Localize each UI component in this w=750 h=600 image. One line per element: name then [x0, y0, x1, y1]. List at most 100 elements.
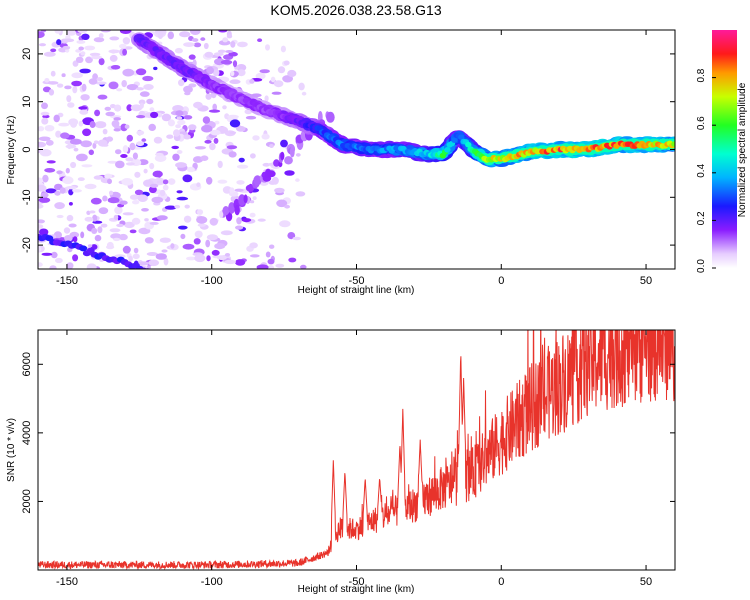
spectrogram-noise-blob: [148, 259, 160, 267]
spectrogram-noise-blob: [284, 204, 290, 209]
spectrogram-noise-blob: [122, 37, 131, 45]
snr-y-axis: 2000 4000 6000: [21, 352, 675, 514]
spectrogram-noise-blob: [204, 139, 212, 144]
spectrogram-noise-blob: [79, 245, 88, 252]
spectrogram-noise-blob: [217, 179, 228, 184]
spectrogram-noise-blob: [183, 42, 195, 47]
spectrogram-noise-blob: [143, 168, 148, 174]
spectrogram-noise-blob: [180, 233, 186, 240]
spectrogram-noise-blob: [47, 81, 59, 85]
colorbar-gradient: [712, 30, 737, 268]
spectrogram-noise-blob: [283, 60, 290, 66]
spectrogram-noise-blob: [82, 128, 92, 137]
spectrogram-noise-blob: [131, 217, 141, 225]
spectrogram-noise-blob: [167, 178, 176, 185]
spectrogram-noise-blob: [264, 95, 269, 102]
spectrogram-xtick-label: -50: [349, 275, 365, 287]
spectrogram-noise-blob: [90, 197, 102, 205]
spectrogram-noise-blob: [257, 218, 266, 222]
spectrogram-noise-blob: [295, 191, 306, 197]
snr-xtick-label: 50: [640, 576, 652, 588]
colorbar-tick-label: 0.6: [696, 116, 707, 130]
spectrogram-noise-blob: [237, 41, 248, 48]
spectrogram-noise-blob: [54, 190, 61, 196]
spectrogram-noise-blob: [107, 197, 120, 204]
spectrogram-noise-blob: [143, 84, 154, 90]
spectrogram-noise-blob: [201, 124, 213, 133]
spectrogram-noise-blob: [109, 54, 118, 62]
colorbar: 0.0 0.2 0.4 0.6 0.8 Normalized spectral ampl…: [696, 30, 748, 273]
spectrogram-noise-blob: [126, 84, 139, 91]
spectrogram-noise-blob: [235, 225, 244, 230]
spectrogram-noise-blob: [93, 175, 104, 180]
spectrogram-noise-blob: [81, 33, 90, 40]
spectrogram-noise-blob: [84, 183, 97, 190]
spectrogram-noise-blob: [280, 139, 288, 148]
spectrogram-noise-blob: [109, 228, 121, 233]
spectrogram-noise-blob: [295, 153, 301, 157]
spectrogram-noise-blob: [86, 247, 95, 254]
spectrogram-noise-blob: [102, 195, 108, 202]
spectrogram-noise-blob: [38, 31, 45, 39]
spectrogram-noise-blob: [116, 223, 124, 228]
spectrogram-noise-blob: [191, 38, 199, 42]
spectrogram-noise-blob: [42, 174, 49, 183]
spectrogram-noise-blob: [38, 262, 43, 267]
spectrogram-noise-blob: [41, 117, 49, 125]
spectrogram-noise-blob: [113, 237, 121, 242]
spectrogram-noise-blob: [138, 261, 150, 266]
spectrogram-noise-blob: [154, 154, 167, 162]
spectrogram-noise-blob: [38, 177, 43, 184]
spectrogram-noise-blob: [146, 252, 158, 256]
spectrogram-noise-blob: [42, 114, 50, 119]
spectrogram-noise-blob: [56, 39, 62, 46]
spectrogram-noise-blob: [136, 141, 145, 147]
spectrogram-noise-blob: [124, 124, 130, 129]
spectrogram-noise-blob: [56, 83, 64, 88]
spectrogram-noise-blob: [104, 173, 113, 179]
spectrogram-noise-blob: [155, 152, 164, 157]
spectrogram-noise-blob: [121, 80, 127, 88]
spectrogram-noise-blob: [152, 170, 163, 178]
spectrogram-noise-blob: [173, 129, 180, 137]
spectrogram-noise-blob: [97, 94, 108, 100]
colorbar-tick-label: 0.8: [696, 68, 707, 82]
spectrogram-noise-blob: [88, 78, 98, 85]
spectrogram-noise-blob: [256, 264, 269, 269]
spectrogram-noise-blob: [78, 106, 88, 110]
colorbar-tick-label: 0.4: [696, 163, 707, 177]
spectrogram-noise-blob: [190, 30, 201, 35]
spectrogram-noise-blob: [108, 81, 119, 90]
spectrogram-noise-blob: [206, 66, 215, 75]
spectrogram-noise-blob: [71, 80, 82, 87]
spectrogram-noise-blob: [68, 118, 79, 126]
spectrogram-noise-blob: [245, 115, 257, 120]
snr-panel: -150 -100 -50 0 50 2000 4000 6000 Height of st…: [6, 329, 676, 595]
spectrogram-noise-blob: [119, 200, 128, 205]
spectrogram-noise-blob: [229, 187, 235, 194]
spectrogram-noise-blob: [252, 135, 260, 141]
spectrogram-noise-blob: [121, 178, 133, 186]
spectrogram-noise-blob: [122, 245, 131, 254]
spectrogram-noise-blob: [72, 254, 79, 262]
spectrogram-noise-blob: [183, 134, 191, 140]
spectrogram-noise-blob: [68, 188, 74, 196]
spectrogram-noise-blob: [132, 253, 140, 260]
spectrogram-noise-blob: [225, 50, 234, 53]
spectrogram-noise-blob: [91, 227, 98, 234]
spectrogram-noise-blob: [50, 48, 57, 53]
spectrogram-ytick-label: -20: [21, 237, 33, 253]
spectrogram-xtick-label: 50: [640, 275, 652, 287]
spectrogram-noise-blob: [174, 47, 183, 54]
spectrogram-noise-blob: [224, 113, 230, 120]
spectrogram-noise-blob: [236, 64, 247, 72]
spectrogram-noise-blob: [274, 187, 285, 194]
spectrogram-noise-blob: [40, 111, 50, 116]
spectrogram-noise-blob: [89, 210, 96, 214]
figure-title: KOM5.2026.038.23.58.G13: [270, 2, 441, 18]
spectrogram-noise-blob: [114, 206, 123, 215]
spectrogram-noise-blob: [44, 168, 56, 173]
spectrogram-noise-blob: [184, 91, 191, 96]
spectrogram-noise-blob: [77, 30, 88, 33]
